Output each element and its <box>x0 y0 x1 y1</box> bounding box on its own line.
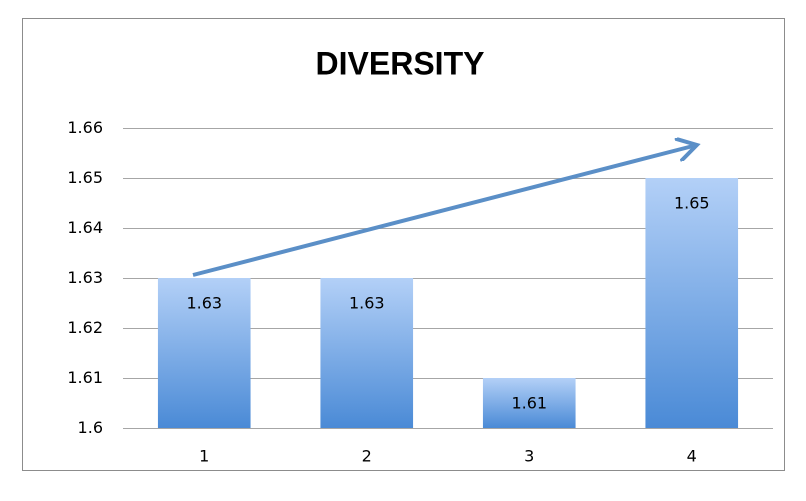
chart-title: DIVERSITY <box>316 45 485 81</box>
y-tick-label: 1.62 <box>67 318 103 337</box>
y-tick-label: 1.61 <box>67 368 103 387</box>
x-tick-label: 1 <box>199 447 209 466</box>
plot-area: 1.6 1.61 1.62 1.63 1.64 1.65 1.66 1 1.63 2 1.63 3 1.… <box>67 118 773 466</box>
y-tick-label: 1.65 <box>67 168 103 187</box>
value-label: 1.63 <box>186 294 222 313</box>
bar <box>157 278 251 428</box>
x-tick-label: 3 <box>524 447 534 466</box>
bar <box>482 378 576 428</box>
y-tick-label: 1.64 <box>67 218 103 237</box>
y-tick-label: 1.63 <box>67 268 103 287</box>
value-label: 1.63 <box>349 294 385 313</box>
value-label: 1.61 <box>511 394 547 413</box>
trend-arrow <box>192 146 693 277</box>
y-tick-label: 1.6 <box>78 418 103 437</box>
bar <box>645 178 739 428</box>
bar <box>320 278 414 428</box>
x-tick-label: 4 <box>687 447 697 466</box>
value-label: 1.65 <box>674 194 710 213</box>
x-tick-label: 2 <box>362 447 372 466</box>
y-tick-label: 1.66 <box>67 118 103 137</box>
